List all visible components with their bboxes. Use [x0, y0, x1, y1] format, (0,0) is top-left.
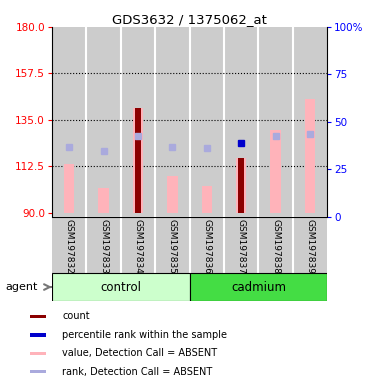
Text: value, Detection Call = ABSENT: value, Detection Call = ABSENT: [62, 348, 218, 358]
Bar: [167, 175, 177, 213]
Bar: [155, 27, 190, 217]
Bar: [236, 158, 246, 213]
Bar: [238, 158, 244, 213]
Bar: [293, 27, 327, 217]
Text: count: count: [62, 311, 90, 321]
Text: GSM197833: GSM197833: [99, 218, 108, 274]
Bar: [271, 130, 281, 213]
Bar: [30, 370, 46, 373]
Bar: [189, 273, 327, 301]
Text: percentile rank within the sample: percentile rank within the sample: [62, 330, 228, 340]
Bar: [30, 333, 46, 336]
Bar: [52, 273, 189, 301]
Text: cadmium: cadmium: [231, 281, 286, 293]
Text: rank, Detection Call = ABSENT: rank, Detection Call = ABSENT: [62, 367, 213, 377]
Text: GSM197839: GSM197839: [306, 218, 315, 274]
Bar: [133, 109, 143, 213]
Bar: [121, 27, 155, 217]
Text: GSM197836: GSM197836: [202, 218, 211, 274]
Text: GSM197837: GSM197837: [237, 218, 246, 274]
Bar: [52, 27, 86, 217]
Bar: [135, 109, 141, 213]
Text: control: control: [100, 281, 141, 293]
Bar: [99, 188, 109, 213]
Bar: [86, 27, 121, 217]
Title: GDS3632 / 1375062_at: GDS3632 / 1375062_at: [112, 13, 267, 26]
Text: agent: agent: [6, 282, 38, 292]
Bar: [30, 352, 46, 355]
Bar: [202, 186, 212, 213]
Bar: [189, 27, 224, 217]
Text: GSM197834: GSM197834: [134, 218, 142, 273]
Bar: [64, 164, 74, 213]
Text: GSM197835: GSM197835: [168, 218, 177, 274]
Text: GSM197838: GSM197838: [271, 218, 280, 274]
Text: GSM197832: GSM197832: [65, 218, 74, 273]
Bar: [224, 27, 258, 217]
Bar: [258, 27, 293, 217]
Bar: [30, 315, 46, 318]
Bar: [305, 99, 315, 213]
